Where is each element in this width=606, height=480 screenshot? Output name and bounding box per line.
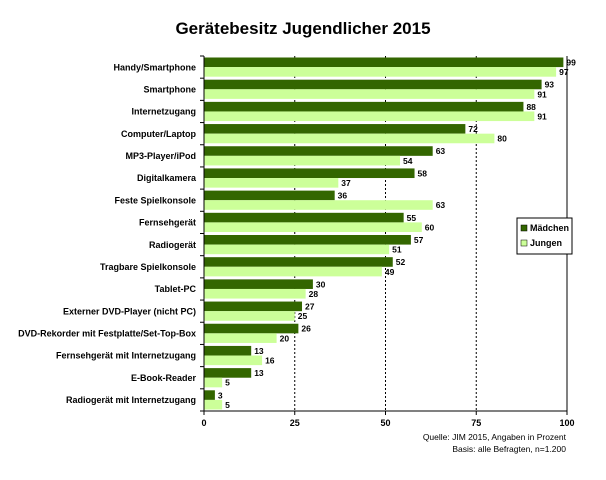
category-label: Internetzugang	[132, 107, 197, 117]
category-label: Smartphone	[143, 84, 196, 94]
x-tick-label: 50	[380, 418, 390, 428]
data-label-jungen: 25	[298, 311, 308, 321]
data-label-maedchen: 30	[316, 279, 326, 289]
basis-line: Basis: alle Befragten, n=1.200	[452, 444, 566, 454]
bar-jungen	[204, 266, 382, 277]
bar-maedchen	[204, 146, 433, 156]
bar-maedchen	[204, 101, 524, 112]
category-label: MP3-Player/iPod	[125, 151, 196, 161]
category-label: Fernsehgerät mit Internetzugang	[56, 351, 196, 361]
category-label: Radiogerät	[149, 240, 196, 250]
bar-jungen	[204, 333, 277, 343]
bar-maedchen	[204, 79, 542, 90]
category-label: Tragbare Spielkonsole	[100, 262, 196, 272]
bar-jungen	[204, 133, 495, 144]
bar-jungen	[204, 288, 306, 299]
category-label: Digitalkamera	[137, 173, 197, 183]
x-tick-label: 100	[559, 418, 574, 428]
bar-maedchen	[204, 345, 252, 356]
category-label: Handy/Smartphone	[113, 62, 196, 72]
data-label-maedchen: 58	[418, 168, 428, 178]
data-label-jungen: 54	[403, 156, 413, 166]
bar-maedchen	[204, 190, 335, 201]
bar-jungen	[204, 377, 223, 388]
data-label-jungen: 16	[265, 356, 275, 366]
bar-maedchen	[204, 301, 303, 312]
category-label: Fernsehgerät	[139, 218, 196, 228]
data-label-maedchen: 63	[436, 146, 446, 156]
bar-maedchen	[204, 257, 393, 267]
data-label-maedchen: 55	[407, 213, 417, 223]
category-label: DVD-Rekorder mit Festplatte/Set-Top-Box	[18, 329, 196, 339]
data-label-maedchen: 88	[526, 102, 536, 112]
data-label-maedchen: 36	[338, 191, 348, 201]
data-label-maedchen: 13	[254, 368, 264, 378]
bar-maedchen	[204, 368, 252, 378]
bar-jungen	[204, 111, 535, 122]
legend-box	[516, 217, 573, 255]
data-label-maedchen: 72	[468, 124, 478, 134]
x-tick-label: 0	[201, 418, 206, 428]
bar-jungen	[204, 355, 263, 366]
category-label: Tablet-PC	[155, 284, 197, 294]
bar-maedchen	[204, 323, 299, 334]
data-label-jungen: 60	[425, 222, 435, 232]
legend-swatch-maedchen	[520, 224, 528, 232]
data-label-jungen: 20	[280, 333, 290, 343]
data-label-jungen: 5	[225, 378, 230, 388]
bar-jungen	[204, 89, 535, 99]
x-tick-label: 75	[471, 418, 481, 428]
data-label-maedchen: 57	[414, 235, 424, 245]
data-label-jungen: 63	[436, 200, 446, 210]
bar-jungen	[204, 155, 401, 166]
bar-jungen	[204, 67, 557, 77]
category-label: Feste Spielkonsole	[114, 195, 196, 205]
bar-jungen	[204, 244, 390, 255]
bar-maedchen	[204, 57, 564, 68]
data-label-maedchen: 27	[305, 302, 315, 312]
data-label-jungen: 91	[537, 111, 547, 121]
bar-maedchen	[204, 234, 411, 245]
data-label-maedchen: 13	[254, 346, 264, 356]
data-label-jungen: 37	[341, 178, 351, 188]
data-label-jungen: 80	[497, 134, 507, 144]
bar-maedchen	[204, 212, 404, 223]
bar-maedchen	[204, 279, 313, 289]
chart-title: Gerätebesitz Jugendlicher 2015	[175, 19, 430, 38]
data-label-jungen: 49	[385, 267, 395, 277]
category-label: Radiogerät mit Internetzugang	[66, 395, 196, 405]
data-label-maedchen: 99	[566, 57, 576, 67]
bar-maedchen	[204, 168, 415, 179]
bar-jungen	[204, 222, 422, 233]
category-label: Externer DVD-Player (nicht PC)	[63, 306, 196, 316]
legend-label-jungen: Jungen	[530, 238, 562, 248]
legend: Mädchen Jungen	[516, 217, 573, 255]
data-label-jungen: 5	[225, 400, 230, 410]
bar-jungen	[204, 399, 223, 410]
legend-swatch-jungen	[520, 239, 528, 247]
data-label-maedchen: 26	[301, 324, 311, 334]
category-label: Computer/Laptop	[121, 129, 196, 139]
x-tick-label: 25	[290, 418, 300, 428]
data-label-maedchen: 52	[396, 257, 406, 267]
data-label-maedchen: 93	[545, 80, 555, 90]
bar-maedchen	[204, 124, 466, 134]
category-label: E-Book-Reader	[131, 373, 197, 383]
data-label-jungen: 51	[392, 245, 402, 255]
bar-jungen	[204, 311, 295, 321]
data-label-jungen: 28	[309, 289, 319, 299]
legend-label-maedchen: Mädchen	[530, 223, 569, 233]
data-label-jungen: 91	[537, 89, 547, 99]
bar-jungen	[204, 178, 339, 188]
data-label-jungen: 97	[559, 67, 569, 77]
bar-jungen	[204, 200, 433, 210]
data-label-maedchen: 3	[218, 390, 223, 400]
bar-maedchen	[204, 390, 215, 400]
source-line: Quelle: JIM 2015, Angaben in Prozent	[423, 432, 567, 442]
